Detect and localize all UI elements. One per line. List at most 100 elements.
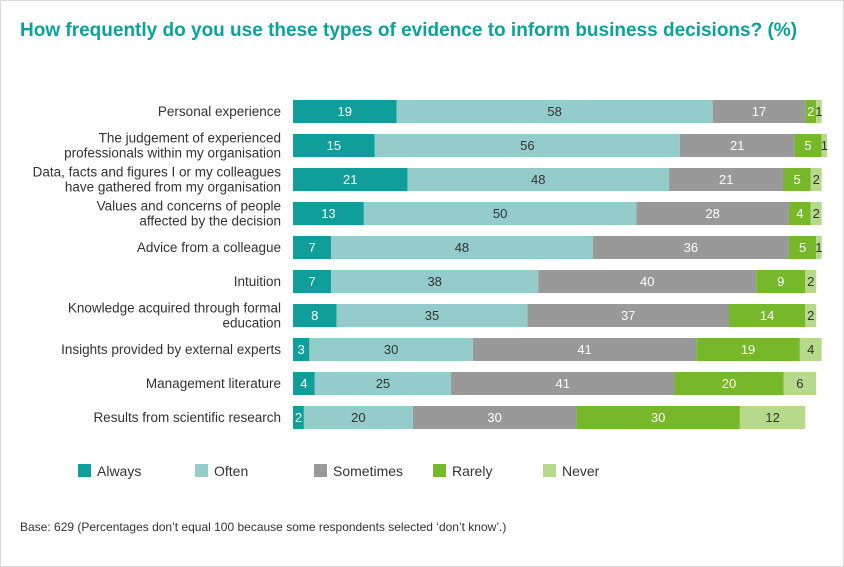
- category-label: Data, facts and figures I or my colleagu…: [33, 165, 282, 180]
- bar-segment-rarely: [696, 338, 800, 361]
- data-label: 12: [765, 410, 779, 425]
- category-label: Advice from a colleague: [137, 240, 281, 255]
- category-label: professionals within my organisation: [64, 146, 281, 161]
- legend-label-often: Often: [214, 463, 248, 479]
- data-label: 7: [308, 240, 315, 255]
- legend-label-always: Always: [97, 463, 141, 479]
- bar-segment-rarely: [788, 236, 817, 259]
- data-label: 30: [651, 410, 665, 425]
- bar-segment-often: [396, 100, 713, 123]
- legend-label-never: Never: [562, 463, 600, 479]
- data-label: 5: [804, 138, 811, 153]
- bar-segment-never: [805, 304, 817, 327]
- data-label: 2: [813, 172, 820, 187]
- data-label: 58: [547, 104, 561, 119]
- bar-segment-never: [810, 202, 822, 225]
- data-label: 2: [807, 274, 814, 289]
- data-label: 48: [455, 240, 469, 255]
- bar-segment-rarely: [729, 304, 806, 327]
- data-label: 38: [427, 274, 441, 289]
- data-label: 17: [752, 104, 766, 119]
- category-label: The judgement of experienced: [99, 131, 281, 146]
- bar-segment-never: [810, 168, 822, 191]
- category-label: have gathered from my organisation: [65, 180, 281, 195]
- data-label: 30: [487, 410, 501, 425]
- category-label: Knowledge acquired through formal: [68, 301, 281, 316]
- bar-segment-always: [293, 270, 332, 293]
- data-label: 3: [298, 342, 305, 357]
- data-label: 19: [338, 104, 352, 119]
- data-label: 25: [376, 376, 390, 391]
- bar-segment-often: [407, 168, 670, 191]
- legend-swatch-rarely: [433, 464, 446, 477]
- legend-swatch-always: [78, 464, 91, 477]
- bar-segment-sometimes: [412, 406, 577, 429]
- bar-segment-rarely: [794, 134, 822, 157]
- bar-segment-never: [816, 100, 822, 123]
- bar-segment-always: [293, 372, 315, 395]
- bar-segment-rarely: [783, 168, 811, 191]
- bar-segment-sometimes: [472, 338, 697, 361]
- bar-segment-often: [363, 202, 637, 225]
- data-label: 4: [300, 376, 307, 391]
- bar-segment-always: [293, 236, 332, 259]
- bar-segment-rarely: [788, 202, 811, 225]
- bar-segment-never: [816, 236, 822, 259]
- data-label: 37: [621, 308, 635, 323]
- bar-segment-often: [314, 372, 452, 395]
- data-label: 4: [807, 342, 814, 357]
- bar-segment-never: [821, 134, 828, 157]
- data-label: 28: [705, 206, 719, 221]
- category-label: Intuition: [234, 274, 281, 289]
- bar-segment-rarely: [756, 270, 806, 293]
- data-label: 20: [722, 376, 736, 391]
- data-label: 40: [640, 274, 654, 289]
- bar-segment-rarely: [674, 372, 784, 395]
- bar-segment-often: [331, 270, 539, 293]
- bar-segment-always: [293, 406, 304, 429]
- data-label: 48: [531, 172, 545, 187]
- legend-swatch-never: [543, 464, 556, 477]
- bar-segment-sometimes: [451, 372, 675, 395]
- category-label: Insights provided by external experts: [61, 342, 281, 357]
- data-label: 50: [493, 206, 507, 221]
- data-label: 30: [384, 342, 398, 357]
- data-label: 8: [311, 308, 318, 323]
- data-label: 36: [684, 240, 698, 255]
- data-label: 5: [794, 172, 801, 187]
- legend-swatch-sometimes: [314, 464, 327, 477]
- data-label: 2: [295, 410, 302, 425]
- bar-segment-rarely: [576, 406, 740, 429]
- bar-segment-sometimes: [636, 202, 789, 225]
- data-label: 4: [796, 206, 803, 221]
- bar-segment-always: [293, 168, 408, 191]
- bar-segment-often: [331, 236, 593, 259]
- bar-segment-always: [293, 202, 364, 225]
- data-label: 35: [425, 308, 439, 323]
- bar-segment-sometimes: [592, 236, 789, 259]
- data-label: 41: [556, 376, 570, 391]
- bar-segment-never: [799, 338, 822, 361]
- bar-segment-sometimes: [679, 134, 795, 157]
- data-label: 14: [760, 308, 774, 323]
- bar-segment-always: [293, 338, 310, 361]
- chart-title: How frequently do you use these types of…: [20, 20, 798, 41]
- data-label: 2: [813, 206, 820, 221]
- data-label: 2: [807, 308, 814, 323]
- data-label: 7: [308, 274, 315, 289]
- bar-segment-often: [336, 304, 528, 327]
- bar-segment-always: [293, 100, 397, 123]
- category-label: affected by the decision: [139, 214, 281, 229]
- data-label: 9: [777, 274, 784, 289]
- data-label: 6: [796, 376, 803, 391]
- data-label: 20: [351, 410, 365, 425]
- data-label: 2: [807, 104, 814, 119]
- bar-segment-sometimes: [712, 100, 806, 123]
- chart-footnote: Base: 629 (Percentages don’t equal 100 b…: [20, 520, 507, 534]
- data-label: 56: [520, 138, 534, 153]
- data-label: 5: [799, 240, 806, 255]
- legend-label-sometimes: Sometimes: [333, 463, 403, 479]
- data-label: 1: [821, 138, 828, 153]
- bar-segment-often: [374, 134, 680, 157]
